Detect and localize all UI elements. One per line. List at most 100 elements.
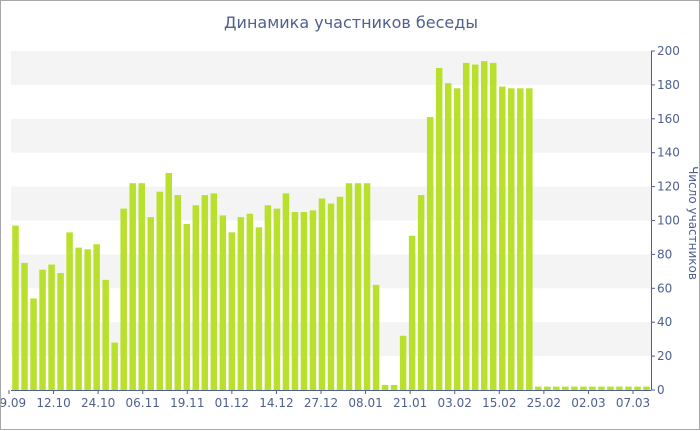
x-tick-label: 02.03 xyxy=(571,396,605,410)
bar xyxy=(435,67,443,390)
y-tick-label: 120 xyxy=(657,180,680,194)
y-tick-label: 0 xyxy=(657,383,665,397)
x-tick-label: 06.11 xyxy=(126,396,160,410)
x-tick-label: 21.01 xyxy=(393,396,427,410)
bar xyxy=(147,217,154,390)
x-tick-label: 25.02 xyxy=(527,396,561,410)
bar xyxy=(480,61,488,391)
bar xyxy=(228,232,236,390)
y-tick-label: 40 xyxy=(657,315,672,329)
y-tick-label: 80 xyxy=(657,247,672,261)
grid-band xyxy=(11,51,651,85)
y-tick-label: 160 xyxy=(657,112,680,126)
x-tick-label: 03.02 xyxy=(438,396,472,410)
bar xyxy=(264,205,272,390)
bar xyxy=(526,88,533,390)
bar xyxy=(453,88,461,390)
x-tick-label: 19.11 xyxy=(170,396,204,410)
bar xyxy=(93,244,100,390)
x-tick-label: 12.10 xyxy=(36,396,70,410)
y-tick-label: 100 xyxy=(657,214,680,228)
chart-title: Динамика участников беседы xyxy=(224,13,478,32)
bar xyxy=(616,386,623,390)
y-axis: 0 20 40 60 80 100 120 140 160 180 200 xyxy=(651,44,680,397)
bar xyxy=(129,183,136,390)
bar xyxy=(553,386,560,390)
bar xyxy=(273,208,281,390)
bar xyxy=(426,117,434,390)
bar xyxy=(120,208,127,390)
bar xyxy=(399,335,407,390)
bar xyxy=(300,212,308,390)
bar xyxy=(634,386,641,390)
bar xyxy=(201,195,209,390)
bar xyxy=(30,298,37,390)
bar xyxy=(517,88,524,390)
bar xyxy=(562,386,569,390)
y-axis-label: Число участников xyxy=(686,166,700,280)
bar xyxy=(471,64,479,390)
bar xyxy=(354,183,362,390)
bar xyxy=(408,235,416,390)
bar xyxy=(381,384,389,390)
bar xyxy=(499,86,506,390)
bar xyxy=(237,217,245,390)
bar xyxy=(598,386,605,390)
x-tick-label: 27.12 xyxy=(304,396,338,410)
bar xyxy=(48,264,55,390)
y-tick-label: 180 xyxy=(657,78,680,92)
bar xyxy=(336,196,344,390)
y-tick-label: 60 xyxy=(657,281,672,295)
x-tick-label: 08.01 xyxy=(348,396,382,410)
bar xyxy=(39,269,46,390)
bar xyxy=(580,386,587,390)
x-tick-label: 07.03 xyxy=(616,396,650,410)
bar xyxy=(111,342,118,390)
bar xyxy=(643,386,650,390)
bar xyxy=(21,262,28,390)
bar xyxy=(318,198,326,390)
bar xyxy=(75,247,82,390)
x-tick-label: 01.12 xyxy=(215,396,249,410)
bar xyxy=(138,183,145,390)
bar xyxy=(345,183,353,390)
bar xyxy=(589,386,596,390)
bar xyxy=(390,384,398,390)
bar xyxy=(417,195,425,390)
bar xyxy=(84,249,91,390)
bar xyxy=(165,173,172,390)
grid-bands xyxy=(11,51,651,357)
bar xyxy=(174,195,182,390)
bar xyxy=(66,232,73,390)
bar-series xyxy=(12,61,650,391)
x-tick-label: 29.09 xyxy=(1,396,26,410)
x-tick-label: 14.12 xyxy=(259,396,293,410)
bar xyxy=(607,386,614,390)
x-tick-label: 15.02 xyxy=(482,396,516,410)
bar xyxy=(12,225,19,390)
bar xyxy=(282,193,290,390)
bar xyxy=(192,205,200,390)
bar xyxy=(544,386,551,390)
bar xyxy=(210,193,218,390)
bar xyxy=(508,88,515,390)
bar xyxy=(291,212,299,390)
x-tick-label: 24.10 xyxy=(81,396,115,410)
y-tick-label: 20 xyxy=(657,349,672,363)
bar xyxy=(490,62,497,391)
bar xyxy=(535,386,542,390)
bar xyxy=(102,279,109,390)
bar xyxy=(255,227,263,390)
bar xyxy=(156,191,163,390)
bar xyxy=(246,213,254,390)
bar xyxy=(183,223,191,390)
bar xyxy=(444,83,452,390)
y-tick-label: 140 xyxy=(657,146,680,160)
y-tick-label: 200 xyxy=(657,44,680,58)
bar xyxy=(462,62,470,391)
bar xyxy=(363,183,371,390)
bar xyxy=(309,210,317,390)
bar xyxy=(571,386,578,390)
